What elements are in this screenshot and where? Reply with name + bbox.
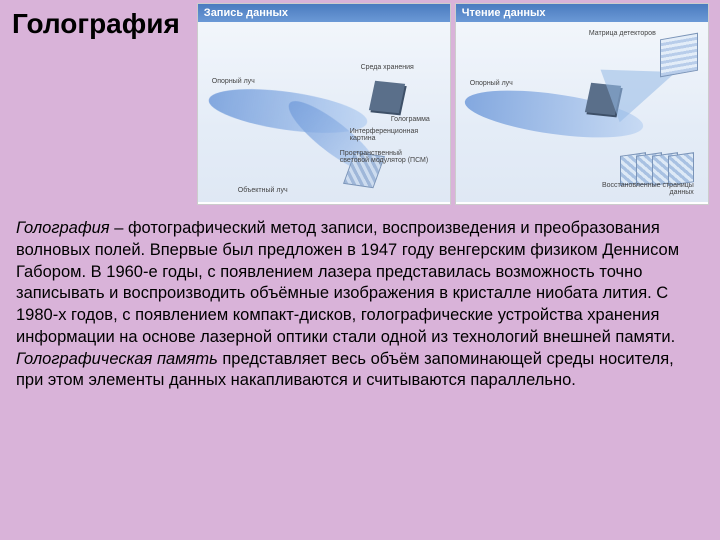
read-panel-body: Матрица детекторов Опорный луч Восстанов… [456, 22, 708, 202]
write-panel: Запись данных Среда хранения Опорный луч… [198, 4, 450, 204]
read-panel: Чтение данных Матрица детекторов Опорный… [456, 4, 708, 204]
write-panel-body: Среда хранения Опорный луч Голограмма Ин… [198, 22, 450, 202]
label-storage: Среда хранения [361, 64, 414, 71]
storage-crystal [369, 81, 405, 113]
term-holo-memory: Голографическая память [16, 350, 218, 368]
page-title: Голография [12, 8, 180, 40]
term-holography: Голография [16, 219, 110, 237]
write-panel-header: Запись данных [198, 4, 450, 22]
label-interf: Интерференционная картина [350, 128, 430, 142]
data-pages [630, 154, 694, 184]
para-1: – фотографический метод записи, воспроиз… [16, 219, 679, 346]
label-detector: Матрица детекторов [589, 30, 656, 37]
read-panel-header: Чтение данных [456, 4, 708, 22]
label-holo: Голограмма [391, 116, 430, 123]
label-obj: Объектный луч [238, 187, 288, 194]
label-read-ref: Опорный луч [470, 80, 513, 87]
data-page [668, 152, 694, 186]
diagram-row: Запись данных Среда хранения Опорный луч… [198, 4, 712, 204]
label-pages: Восстановленные страницы данных [584, 182, 694, 196]
label-slm: Пространственный световой модулятор (ПСМ… [340, 150, 430, 164]
label-ref: Опорный луч [212, 78, 255, 85]
body-text: Голография – фотографический метод запис… [0, 204, 720, 392]
detector-matrix [660, 33, 698, 78]
